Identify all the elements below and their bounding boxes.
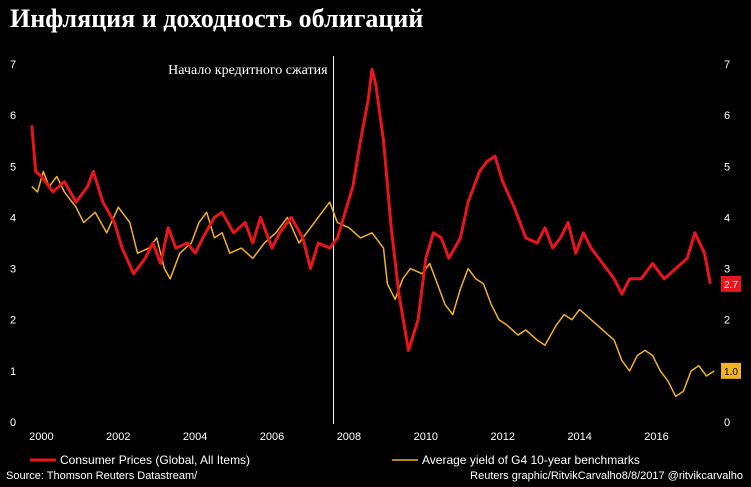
series-layer xyxy=(30,67,715,398)
y-tick-label-left: 6 xyxy=(10,110,16,122)
source-note: Source: Thomson Reuters Datastream/ xyxy=(6,470,198,482)
x-tick-label: 2012 xyxy=(490,431,514,443)
x-tick-label: 2010 xyxy=(414,431,438,443)
y-tick-label-left: 7 xyxy=(10,59,16,71)
series-line-g4-yield xyxy=(31,170,715,398)
y-tick-label-left: 2 xyxy=(10,315,16,327)
legend-label-cpi: Consumer Prices (Global, All Items) xyxy=(60,453,250,467)
y-tick-label-left: 1 xyxy=(10,366,16,378)
badge-value: 2.7 xyxy=(724,280,738,291)
x-tick-label: 2004 xyxy=(183,431,207,443)
y-tick-label-right: 5 xyxy=(724,161,730,173)
y-tick-label-right: 0 xyxy=(724,417,730,429)
y-tick-label-right: 7 xyxy=(724,59,730,71)
x-tick-label: 2008 xyxy=(337,431,361,443)
y-tick-label-left: 0 xyxy=(10,417,16,429)
badge-background xyxy=(721,275,741,292)
x-tick-label: 2014 xyxy=(567,431,591,443)
badge-background xyxy=(721,362,741,379)
y-tick-label-left: 5 xyxy=(10,161,16,173)
y-tick-label-right: 4 xyxy=(724,212,730,224)
credit-crunch-annotation: Начало кредитного сжатия xyxy=(168,56,335,424)
credit-note: Reuters graphic/RitvikCarvalho8/8/2017 @… xyxy=(470,470,743,482)
y-tick-label-right: 6 xyxy=(724,110,730,122)
legend: Consumer Prices (Global, All Items) Aver… xyxy=(30,453,640,467)
y-tick-label-left: 4 xyxy=(10,212,16,224)
last-value-badge-yield: 1.0 xyxy=(721,362,741,379)
last-value-badges: 2.7 1.0 xyxy=(721,275,741,379)
x-tick-label: 2016 xyxy=(644,431,668,443)
y-tick-label-left: 3 xyxy=(10,264,16,276)
x-tick-label: 2000 xyxy=(29,431,53,443)
x-tick-label: 2002 xyxy=(106,431,130,443)
legend-label-yield: Average yield of G4 10-year benchmarks xyxy=(422,453,640,467)
x-axis: 2000 2002 2004 2006 2008 2010 2012 2014 2016 xyxy=(29,431,669,443)
y-tick-label-right: 2 xyxy=(724,315,730,327)
chart-title: Инфляция и доходность облигаций xyxy=(10,4,424,33)
credit-crunch-label: Начало кредитного сжатия xyxy=(168,63,328,78)
last-value-badge-cpi: 2.7 xyxy=(721,275,741,292)
badge-value: 1.0 xyxy=(724,367,738,378)
x-tick-label: 2006 xyxy=(260,431,284,443)
y-axis-left: 0 1 2 3 4 5 6 7 xyxy=(10,59,16,429)
y-tick-label-right: 3 xyxy=(724,264,730,276)
series-line-consumer-prices xyxy=(30,67,712,352)
